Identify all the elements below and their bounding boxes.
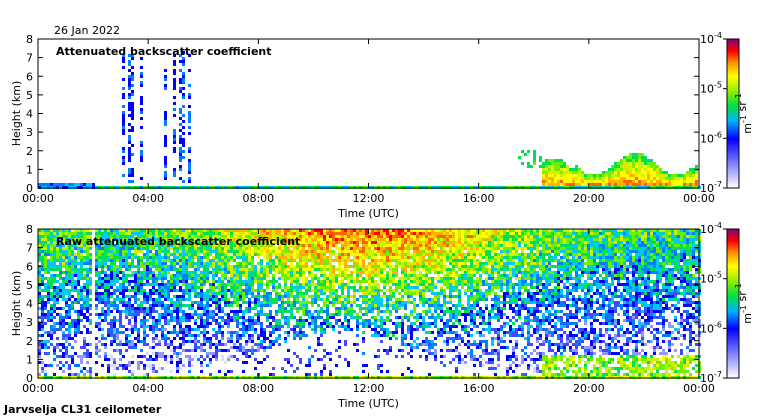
x-tick-label: 00:00 — [683, 382, 715, 395]
y-tick-label: 6 — [26, 70, 33, 83]
y-tick-label: 2 — [26, 145, 33, 158]
y-axis-label: Height (km) — [10, 81, 23, 147]
heatmap-cells — [38, 229, 701, 379]
panel-attenuated-backscatter: 00:00 04:00 08:00 12:00 16:00 20:00 00:00 Time … — [10, 31, 754, 220]
y-tick-label: 8 — [26, 33, 33, 46]
panel-title: Attenuated backscatter coefficient — [56, 45, 272, 58]
y-tick-label: 1 — [26, 353, 33, 366]
y-tick-label: 4 — [26, 298, 33, 311]
y-tick-label: 5 — [26, 89, 33, 102]
y-tick-label: 7 — [26, 242, 33, 255]
x-tick-label: 04:00 — [132, 192, 164, 205]
y-tick-label: 3 — [26, 126, 33, 139]
y-tick-label: 3 — [26, 316, 33, 329]
colorbar: 10-7 10-6 10-5 10-4 m-1 sr-1 — [700, 221, 754, 385]
y-tick-label: 0 — [26, 182, 33, 195]
colorbar-tick-label: 10-5 — [700, 81, 722, 96]
colorbar-unit-label: m-1 sr-1 — [734, 93, 754, 133]
panel-raw-attenuated-backscatter: 00:00 04:00 08:00 12:00 16:00 20:00 00:00 Time … — [10, 221, 754, 410]
x-tick-label: 00:00 — [683, 192, 715, 205]
y-axis: 0 1 2 3 4 5 6 7 8 Height (km) — [10, 33, 699, 195]
x-tick-label: 12:00 — [353, 382, 385, 395]
colorbar-tick-label: 10-5 — [700, 271, 722, 286]
colorbar-tick-label: 10-6 — [700, 320, 722, 335]
colorbar-tick-label: 10-4 — [700, 31, 722, 46]
y-axis-label: Height (km) — [10, 271, 23, 337]
colorbar: 10-7 10-6 10-5 10-4 m-1 sr-1 — [700, 31, 754, 195]
y-axis: 0 1 2 3 4 5 6 7 8 Height (km) — [10, 223, 699, 385]
x-axis-label: Time (UTC) — [337, 397, 399, 410]
y-tick-label: 1 — [26, 163, 33, 176]
colorbar-tick-label: 10-6 — [700, 130, 722, 145]
colorbar-gradient — [726, 38, 740, 189]
date-label: 26 Jan 2022 — [54, 24, 120, 37]
y-tick-label: 5 — [26, 279, 33, 292]
y-tick-label: 0 — [26, 372, 33, 385]
y-tick-label: 7 — [26, 52, 33, 65]
x-axis: 00:00 04:00 08:00 12:00 16:00 20:00 00:00 Time … — [22, 39, 715, 220]
colorbar-tick-label: 10-7 — [700, 370, 722, 385]
y-tick-label: 4 — [26, 108, 33, 121]
y-tick-label: 2 — [26, 335, 33, 348]
x-tick-label: 20:00 — [573, 192, 605, 205]
y-tick-label: 8 — [26, 223, 33, 236]
colorbar-tick-label: 10-4 — [700, 221, 722, 236]
x-tick-label: 16:00 — [463, 192, 495, 205]
x-tick-label: 00:00 — [22, 382, 54, 395]
colorbar-tick-label: 10-7 — [700, 180, 722, 195]
colorbar-gradient — [726, 228, 740, 379]
plot-background — [38, 39, 699, 188]
x-tick-label: 12:00 — [353, 192, 385, 205]
x-axis: 00:00 04:00 08:00 12:00 16:00 20:00 00:00 Time … — [22, 229, 715, 410]
x-tick-label: 20:00 — [573, 382, 605, 395]
x-tick-label: 00:00 — [22, 192, 54, 205]
x-tick-label: 04:00 — [132, 382, 164, 395]
colorbar-unit-label: m-1 sr-1 — [734, 283, 754, 323]
instrument-label: Jarvselja CL31 ceilometer — [3, 403, 162, 416]
y-tick-label: 6 — [26, 260, 33, 273]
panel-title: Raw attenuated backscatter coefficient — [56, 235, 300, 248]
x-tick-label: 08:00 — [242, 192, 274, 205]
x-axis-label: Time (UTC) — [337, 207, 399, 220]
x-tick-label: 16:00 — [463, 382, 495, 395]
x-tick-label: 08:00 — [242, 382, 274, 395]
